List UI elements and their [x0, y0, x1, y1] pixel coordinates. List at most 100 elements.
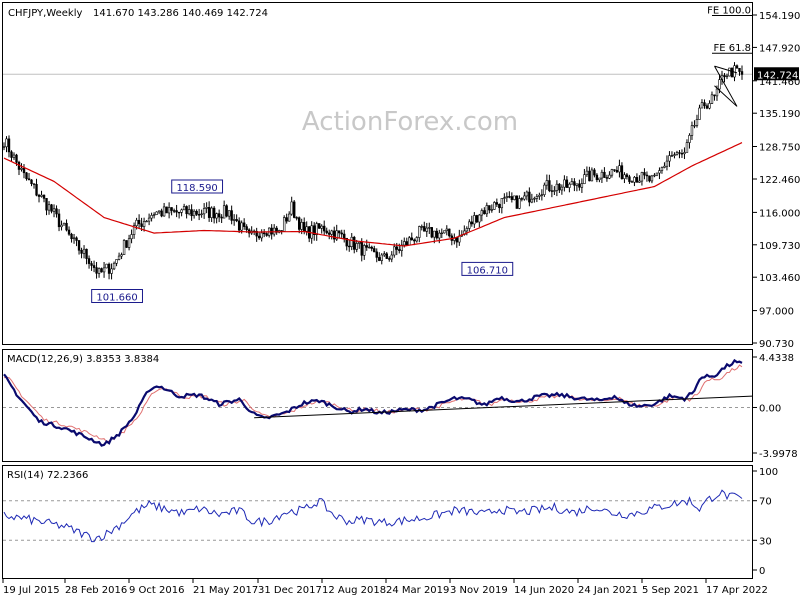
candle-body [40, 194, 43, 197]
candle-body [22, 167, 26, 174]
candle-body [358, 241, 361, 244]
candle-body [77, 240, 81, 251]
candle-body [70, 233, 73, 240]
candle-body [82, 248, 86, 254]
candle-body [117, 255, 121, 260]
candle-body [375, 251, 378, 258]
candle-body [185, 206, 188, 215]
moving-average-path [3, 142, 743, 247]
candle-body [638, 180, 641, 183]
date-axis-ticks: 19 Jul 2015 28 Feb 2016 9 Oct 2016 21 May 2… [2, 579, 768, 596]
candle-body [403, 241, 406, 246]
candle-body [515, 195, 519, 209]
date-tick-label: 14 Jun 2020 [514, 585, 574, 596]
price-tick-label: 128.750 [759, 142, 800, 153]
candle-body [378, 257, 381, 261]
candle-body [523, 195, 526, 200]
candle-body [485, 205, 489, 215]
candle-body [292, 201, 296, 218]
candle-body [365, 245, 368, 248]
wedge-lines [714, 65, 738, 107]
last-price-label: 142.724 [754, 67, 799, 81]
candle-body [202, 208, 206, 215]
candle-body [285, 217, 288, 222]
candle-body [598, 177, 601, 181]
swing-label-text: 106.710 [467, 265, 508, 276]
candle-body [490, 209, 494, 211]
candle-body [683, 152, 686, 155]
candle-body [227, 210, 231, 217]
candle-body [705, 105, 709, 109]
candle-body [67, 229, 71, 235]
macd-tick-label: 0.00 [759, 403, 781, 414]
candle-body [150, 215, 153, 219]
candle-body [588, 170, 591, 182]
date-tick-label: 3 Nov 2019 [450, 585, 508, 596]
candle-body [270, 227, 273, 235]
moving-average-line [3, 142, 743, 247]
candle-body [653, 174, 656, 177]
candle-body [433, 230, 436, 238]
candle-body [703, 102, 706, 107]
candle-body [162, 206, 166, 217]
candle-body [42, 194, 46, 199]
candle-body [180, 209, 183, 213]
candle-body [655, 172, 659, 176]
candle-body [735, 65, 739, 69]
candle-body [525, 191, 529, 197]
candle-body [685, 142, 689, 153]
rsi-tick-label: 30 [759, 536, 772, 547]
candle-body [2, 146, 6, 148]
candle-body [55, 208, 58, 215]
candle-body [350, 236, 353, 247]
candle-body [738, 67, 741, 72]
candle-body [658, 170, 661, 174]
candle-body [35, 184, 38, 196]
candle-body [355, 243, 358, 250]
candle-body [32, 183, 36, 185]
candle-body [363, 245, 366, 256]
candle-body [205, 207, 208, 209]
macd-tick-label: -3.9978 [759, 449, 798, 460]
candle-body [730, 67, 734, 78]
candle-body [610, 169, 614, 176]
price-tick-label: 135.190 [759, 109, 800, 120]
candle-body [10, 151, 13, 158]
candle-body [503, 197, 506, 199]
candle-body [62, 222, 66, 226]
candle-body [340, 232, 343, 235]
candle-body [170, 207, 173, 211]
candle-body [90, 263, 93, 266]
candle-body [338, 230, 341, 234]
candle-body [440, 232, 443, 235]
candle-body [650, 175, 654, 182]
fib-level-label: FE 61.8 [713, 43, 751, 54]
candle-body [723, 75, 726, 78]
candle-body [728, 67, 731, 77]
fib-level-label: FE 100.0 [707, 5, 751, 16]
candle-body [498, 203, 501, 209]
candle-body [295, 217, 298, 219]
candle-body [137, 219, 141, 225]
candle-body [725, 75, 729, 78]
candle-body [388, 258, 391, 260]
candle-body [420, 226, 423, 228]
candle-body [335, 230, 338, 240]
candle-body [87, 258, 91, 264]
candle-body [605, 177, 609, 179]
macd-lines [3, 358, 753, 447]
candle-body [97, 268, 101, 274]
candle-body [733, 65, 736, 78]
candle-body [333, 230, 336, 240]
candle-body [187, 209, 191, 215]
candle-body [680, 153, 684, 155]
ohlc-values: 141.670 143.286 140.469 142.724 [93, 8, 268, 19]
candle-body [47, 204, 51, 211]
rsi-tick-label: 0 [759, 566, 765, 577]
macd-panel[interactable] [2, 349, 753, 462]
candle-body [418, 226, 421, 238]
price-panel[interactable] [2, 2, 753, 345]
candle-body [398, 249, 401, 251]
date-tick-label: 9 Oct 2016 [129, 585, 184, 596]
candle-body [27, 178, 31, 181]
